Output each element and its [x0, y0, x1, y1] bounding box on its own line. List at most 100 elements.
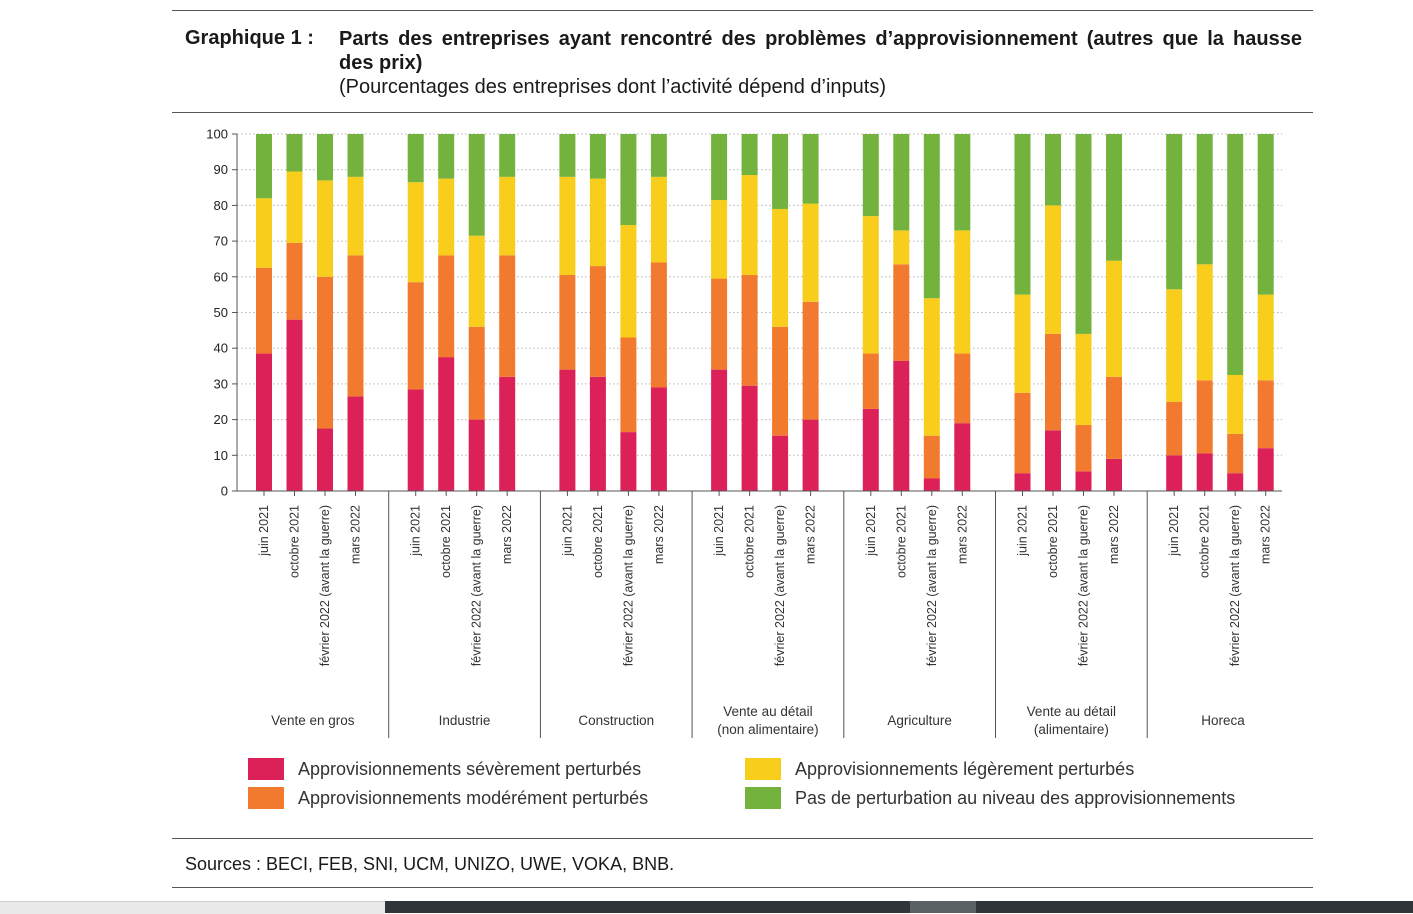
- bar-segment-modere: [407, 282, 424, 390]
- bar-segment-modere: [1227, 433, 1244, 474]
- chart-title: Parts des entreprises ayant rencontré de…: [339, 28, 1302, 74]
- x-tick-label: mars 2022: [652, 505, 666, 564]
- gridlines: [237, 133, 1282, 456]
- x-tick-label: juin 2021: [409, 505, 423, 557]
- x-tick-label: juin 2021: [257, 505, 271, 557]
- bar-segment-leger: [1075, 333, 1092, 425]
- legend-swatch-aucun: [745, 787, 781, 809]
- bar-segment-leger: [1045, 205, 1061, 334]
- bar-segment-leger: [468, 235, 485, 327]
- bar-segment-leger: [741, 175, 758, 276]
- bar-segment-leger: [347, 176, 364, 256]
- bar-segment-aucun: [802, 134, 819, 204]
- bar-segment-leger: [559, 176, 576, 276]
- legend-swatch-modere: [248, 787, 284, 809]
- bar-segment-aucun: [317, 134, 333, 181]
- x-tick-label: mars 2022: [500, 505, 514, 564]
- bar-segment-leger: [893, 230, 910, 265]
- bar-segment-severe: [1227, 473, 1244, 491]
- figure-label: Graphique 1 :: [185, 27, 314, 49]
- bar-segment-modere: [317, 276, 333, 429]
- group-label: (non alimentaire): [717, 722, 818, 737]
- y-tick-label: 20: [214, 412, 228, 427]
- group-label: Vente au détail: [723, 704, 812, 719]
- bar-segment-modere: [802, 301, 819, 420]
- bar-segment-leger: [407, 182, 424, 283]
- legend-item-aucun: Pas de perturbation au niveau des approv…: [745, 787, 1235, 809]
- bar-segment-severe: [772, 435, 789, 491]
- x-tick-label: octobre 2021: [1046, 505, 1060, 578]
- x-tick-label: octobre 2021: [591, 505, 605, 578]
- x-tick-label: mars 2022: [349, 505, 363, 564]
- bar-segment-severe: [256, 353, 272, 491]
- y-tick-label: 60: [214, 269, 228, 284]
- x-tick-label: mars 2022: [955, 505, 969, 564]
- bar-segment-modere: [256, 267, 272, 354]
- x-tick-label: juin 2021: [864, 505, 878, 557]
- bar-segment-leger: [499, 176, 516, 256]
- bar-segment-severe: [499, 376, 516, 491]
- bar-segment-aucun: [559, 134, 576, 177]
- bar-segment-modere: [589, 266, 606, 377]
- bar-segment-modere: [1106, 376, 1122, 459]
- x-tick-label: juin 2021: [1016, 505, 1030, 557]
- group-label: Industrie: [439, 713, 491, 728]
- bar-segment-severe: [407, 389, 424, 491]
- y-tick-label: 90: [214, 162, 228, 177]
- bar-segment-leger: [1166, 289, 1183, 402]
- x-tick-label: mars 2022: [1107, 505, 1121, 564]
- bar-segment-modere: [772, 326, 789, 436]
- bar-segment-modere: [1257, 380, 1274, 449]
- bar-segment-leger: [923, 298, 940, 436]
- bar-segment-leger: [1014, 294, 1031, 393]
- bar-segment-leger: [1227, 374, 1244, 434]
- bar-segment-modere: [741, 275, 758, 386]
- bar-segment-severe: [741, 385, 758, 491]
- bar-segment-leger: [1257, 294, 1274, 381]
- x-tick-label: octobre 2021: [894, 505, 908, 578]
- bars: [256, 134, 1274, 491]
- sources-note: Sources : BECI, FEB, SNI, UCM, UNIZO, UW…: [185, 854, 675, 874]
- bar-segment-leger: [589, 178, 606, 267]
- viewer-toolbar-tab[interactable]: [910, 901, 976, 913]
- bar-segment-severe: [1166, 455, 1183, 491]
- bar-segment-modere: [711, 278, 728, 370]
- bar-segment-aucun: [286, 134, 303, 172]
- bar-segment-leger: [802, 203, 819, 302]
- bar-segment-aucun: [1166, 134, 1183, 290]
- bar-segment-severe: [438, 357, 455, 491]
- legend-label-modere: Approvisionnements modérément perturbés: [298, 787, 649, 808]
- bar-segment-severe: [1257, 448, 1274, 491]
- bar-segment-severe: [559, 369, 576, 491]
- bar-segment-modere: [1166, 401, 1183, 456]
- x-tick-label: juin 2021: [560, 505, 574, 557]
- y-tick-label: 80: [214, 198, 228, 213]
- bar-segment-severe: [468, 419, 485, 491]
- bar-segment-leger: [772, 208, 789, 327]
- group-label: Vente au détail: [1027, 704, 1116, 719]
- bar-segment-modere: [468, 326, 485, 420]
- x-tick-label: février 2022 (avant la guerre): [318, 505, 332, 666]
- x-tick-label: juin 2021: [1167, 505, 1181, 557]
- axis-labels: 0 10 20 30 40 50 60 70 80 90 100 juin 2021 octobre 2…: [206, 127, 1272, 738]
- bar-segment-aucun: [741, 134, 758, 176]
- bar-segment-leger: [711, 200, 728, 279]
- bar-segment-leger: [256, 198, 272, 268]
- y-tick-label: 0: [221, 484, 228, 499]
- bar-segment-leger: [1196, 264, 1213, 381]
- bar-segment-aucun: [438, 134, 455, 179]
- x-tick-label: juin 2021: [712, 505, 726, 557]
- group-label: Agriculture: [887, 713, 952, 728]
- legend-label-severe: Approvisionnements sévèrement perturbés: [298, 758, 642, 779]
- x-tick-label: octobre 2021: [743, 505, 757, 578]
- x-tick-label: octobre 2021: [439, 505, 453, 578]
- bar-segment-severe: [286, 319, 303, 491]
- bar-segment-aucun: [1196, 134, 1213, 265]
- bar-segment-aucun: [1075, 134, 1092, 334]
- bar-segment-leger: [862, 216, 879, 354]
- legend-rule: [172, 838, 1313, 839]
- bar-segment-modere: [923, 435, 940, 479]
- x-tick-label: octobre 2021: [288, 505, 302, 578]
- bar-segment-aucun: [347, 134, 364, 177]
- bar-segment-aucun: [1106, 134, 1122, 261]
